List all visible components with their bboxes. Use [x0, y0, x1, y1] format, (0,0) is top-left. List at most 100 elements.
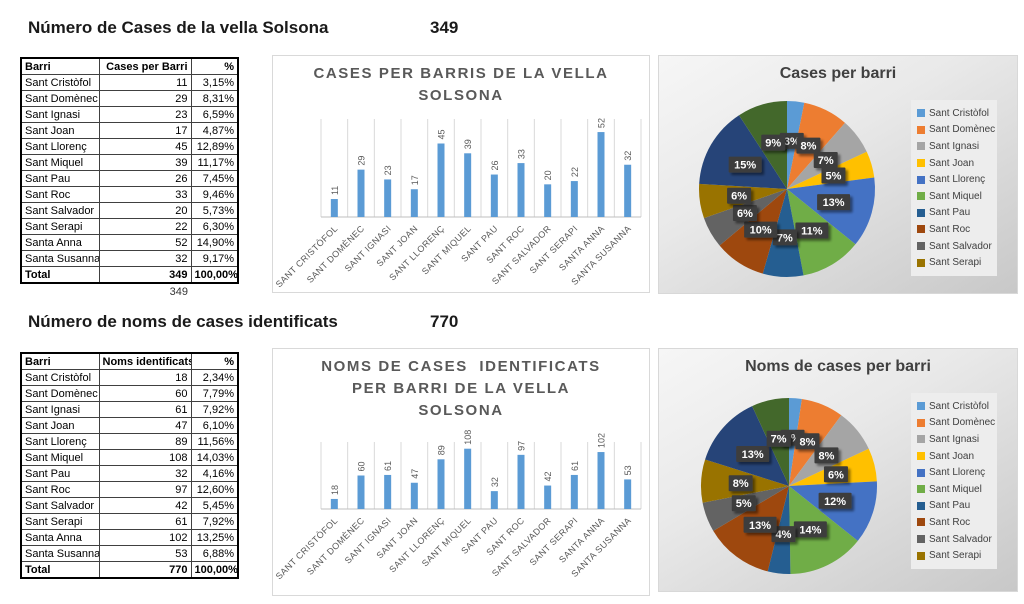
value-cell: 108 [98, 449, 192, 466]
barri-cell: Barri [20, 57, 100, 75]
value-cell: 29 [98, 90, 192, 107]
noms-pie-chart-plot: 2% 8%8%6%12%14%4%13%5%8%13%7% [701, 398, 877, 574]
bar-value-label: 11 [330, 186, 340, 195]
bar [544, 184, 552, 217]
legend-swatch-icon [917, 485, 925, 494]
barri-cell: Santa Susanna [20, 250, 100, 267]
table-row: Sant Ignasi 23 6,59% [20, 106, 239, 123]
bar [597, 452, 605, 509]
pie-data-label-box [814, 447, 839, 464]
value-cell: 770 [98, 561, 192, 579]
pie-data-label: 8% [800, 141, 816, 153]
legend-swatch-icon [917, 468, 925, 477]
legend-swatch-icon [917, 452, 925, 461]
legend-swatch-icon [917, 435, 925, 444]
pie-data-label: 5% [736, 498, 752, 510]
value-cell: % [190, 352, 239, 370]
bar [490, 491, 498, 509]
cases-bar-chart: CASES PER BARRIS DE LA VELLA SOLSONA 11 S… [272, 55, 650, 293]
value-cell: 97 [98, 481, 192, 498]
pie-data-label-box [813, 151, 838, 168]
value-cell: 14,90% [190, 234, 239, 251]
legend-label: Sant Pau [929, 500, 971, 512]
noms-pie-legend: Sant Cristòfol Sant Domènec Sant Ignasi San… [911, 393, 997, 569]
table-row: Sant Roc 33 9,46% [20, 186, 239, 203]
bar-value-label: 102 [597, 433, 607, 448]
legend-label: Sant Ignasi [929, 140, 980, 152]
table-header-row: Barri Noms identificats% [20, 352, 239, 370]
value-cell: 4,16% [190, 465, 239, 482]
barri-cell: Sant Pau [20, 465, 100, 482]
value-cell: 102 [98, 529, 192, 546]
pie-data-label: 7% [818, 155, 834, 167]
pie-data-label: 7% [771, 434, 787, 446]
table-row: Sant Cristòfol 18 2,34% [20, 369, 239, 386]
bar [570, 474, 578, 509]
barri-cell: Barri [20, 352, 100, 370]
cases-pie-chart-plot: 3% 8%7%5%13%11%7%10%6%6%15%9% [699, 101, 875, 277]
pie-data-label: 14% [799, 524, 821, 536]
barri-cell: Sant Domènec [20, 90, 100, 107]
pie-data-label-box [743, 516, 777, 533]
cases-pie-legend: Sant Cristòfol Sant Domènec Sant Ignasi San… [911, 100, 997, 276]
table-row: Santa Susanna 53 6,88% [20, 545, 239, 562]
barri-cell: Sant Salvador [20, 202, 100, 219]
bar-value-label: 45 [437, 129, 447, 139]
value-cell: 9,17% [190, 250, 239, 267]
legend-label: Sant Llorenç [929, 174, 986, 186]
table-row: Sant Joan 47 6,10% [20, 417, 239, 434]
pie-data-label-box [771, 526, 796, 543]
barri-cell: Sant Roc [20, 481, 100, 498]
pie-data-label-box [761, 134, 786, 151]
value-cell: 7,45% [190, 170, 239, 187]
legend-label: Sant Pau [929, 207, 971, 219]
barri-cell: Sant Serapi [20, 218, 100, 235]
pie-data-label-box [796, 137, 821, 154]
legend-label: Sant Roc [929, 223, 971, 235]
table-row: Sant Domènec 60 7,79% [20, 385, 239, 402]
bar-value-label: 53 [623, 465, 633, 475]
value-cell: Cases per Barri [98, 57, 192, 75]
pie-slice-sant-llorenç [787, 177, 875, 245]
table-row: Sant Pau 32 4,16% [20, 465, 239, 482]
legend-swatch-icon [917, 208, 925, 217]
barri-cell: Sant Ignasi [20, 106, 100, 123]
bar-value-label: 47 [410, 469, 420, 479]
barri-cell: Santa Anna [20, 529, 100, 546]
bar [410, 482, 418, 509]
pie-data-label: 4% [776, 529, 792, 541]
table-row: Sant Cristòfol 11 3,15% [20, 74, 239, 91]
bar-value-label: 33 [517, 149, 527, 159]
value-cell: 5,73% [190, 202, 239, 219]
bar-value-label: 61 [570, 461, 580, 471]
table-row: Santa Anna 102 13,25% [20, 529, 239, 546]
value-cell: 6,88% [190, 545, 239, 562]
pie-data-label: 13% [823, 197, 845, 209]
legend-label: Sant Cristòfol [929, 400, 990, 412]
pie-data-label-box [823, 466, 848, 483]
barri-cell: Sant Cristòfol [20, 369, 100, 386]
pie-data-label: 13% [742, 449, 764, 461]
bar [517, 163, 525, 217]
table-row: Sant Roc 97 12,60% [20, 481, 239, 498]
value-cell: 6,30% [190, 218, 239, 235]
pie-data-label-box [731, 495, 756, 512]
pie-data-label: 13% [749, 520, 771, 532]
table-row: Sant Miquel 108 14,03% [20, 449, 239, 466]
legend-item: Sant Serapi [917, 254, 997, 271]
cases-pie-chart: Cases per barri 3% 8% 7% 5% 13% 11% 7% 10% 6% 6% 1… [658, 55, 1018, 294]
bar-value-label: 89 [437, 445, 447, 455]
value-cell: 22 [98, 218, 192, 235]
table-row: Sant Llorenç 45 12,89% [20, 138, 239, 155]
section2-title: Número de noms de cases identificats [28, 312, 338, 331]
noms-bar-chart: NOMS DE CASES IDENTIFICATS PER BARRI DE … [272, 348, 650, 596]
bar [464, 153, 472, 217]
pie-data-label-box [727, 187, 752, 204]
pie-data-label-box [818, 492, 852, 509]
barri-cell: Sant Miquel [20, 154, 100, 171]
value-cell: 89 [98, 433, 192, 450]
value-cell: 61 [98, 401, 192, 418]
value-cell: 33 [98, 186, 192, 203]
value-cell: 14,03% [190, 449, 239, 466]
